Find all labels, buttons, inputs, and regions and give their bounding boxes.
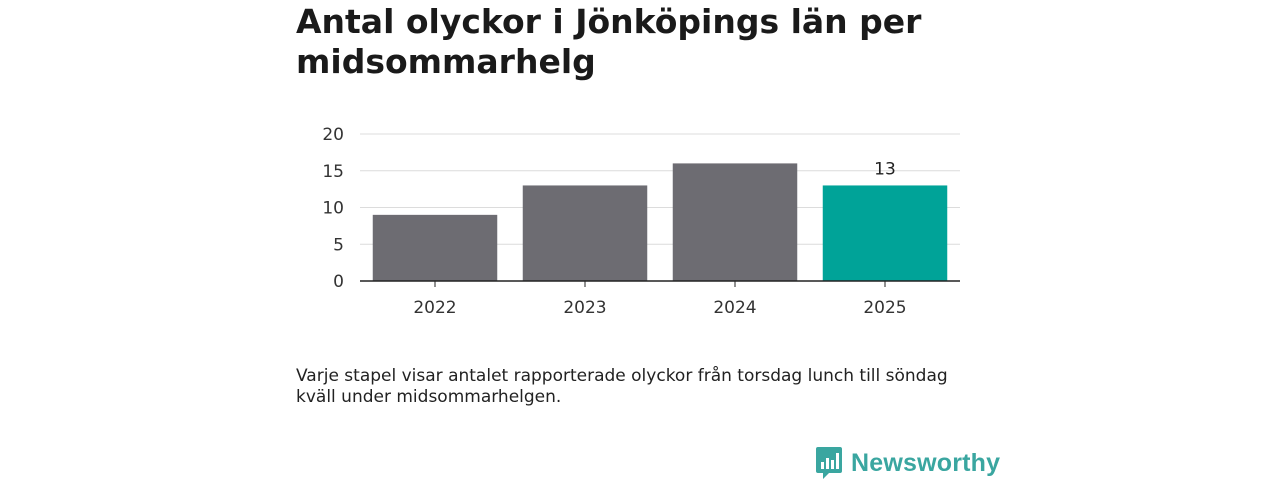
chart-title: Antal olyckor i Jönköpings län per midso…	[296, 2, 922, 81]
y-tick-label: 15	[322, 162, 344, 182]
y-tick-label: 10	[322, 199, 344, 219]
bar	[672, 163, 798, 281]
y-tick-label: 5	[333, 235, 344, 255]
y-tick-label: 0	[333, 272, 344, 292]
chart-caption: Varje stapel visar antalet rapporterade …	[296, 366, 948, 407]
bar	[822, 185, 948, 281]
bar-chart: 0 5 10 15 20 2022 2023 2024 2025 13	[322, 125, 960, 318]
x-tick-label: 2025	[863, 298, 906, 318]
data-label: 13	[874, 159, 896, 179]
bar	[372, 214, 498, 281]
y-tick-label: 20	[322, 125, 344, 145]
brand-name: Newsworthy	[851, 448, 1001, 477]
x-tick-label: 2023	[563, 298, 606, 318]
x-tick-label: 2022	[413, 298, 456, 318]
newsworthy-logo-icon	[816, 447, 842, 479]
x-tick-label: 2024	[713, 298, 756, 318]
bar	[522, 185, 648, 281]
newsworthy-logo[interactable]: Newsworthy	[815, 446, 1000, 480]
